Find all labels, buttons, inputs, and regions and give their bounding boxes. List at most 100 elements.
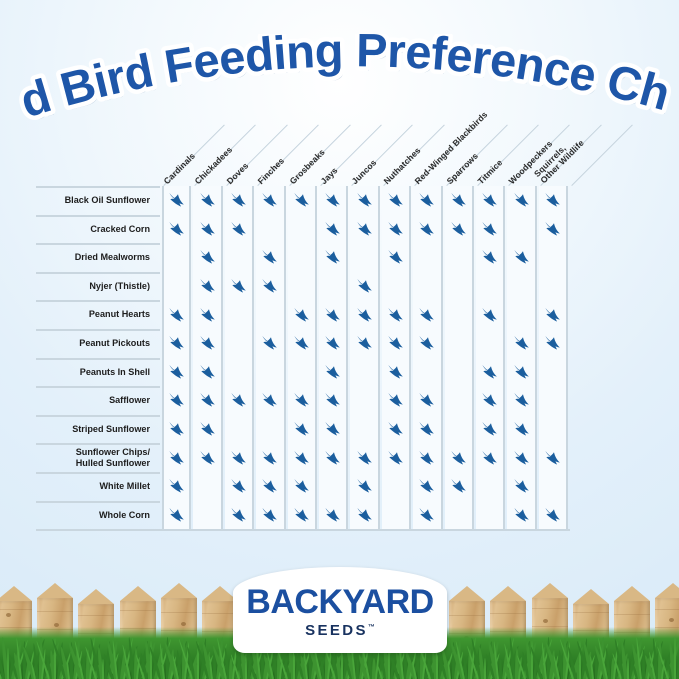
preference-cell[interactable] bbox=[413, 186, 443, 215]
preference-cell[interactable] bbox=[256, 214, 286, 244]
preference-cell[interactable] bbox=[224, 471, 255, 501]
preference-cell[interactable] bbox=[350, 271, 380, 301]
preference-cell[interactable] bbox=[381, 300, 412, 329]
preference-cell[interactable] bbox=[319, 243, 349, 272]
preference-cell[interactable] bbox=[350, 186, 380, 215]
preference-cell[interactable] bbox=[256, 243, 286, 272]
preference-cell[interactable] bbox=[319, 357, 349, 387]
preference-cell[interactable] bbox=[319, 300, 349, 329]
preference-cell[interactable] bbox=[162, 414, 192, 444]
preference-cell[interactable] bbox=[193, 414, 223, 444]
preference-cell[interactable] bbox=[224, 443, 255, 472]
preference-cell[interactable] bbox=[444, 300, 474, 329]
preference-cell[interactable] bbox=[287, 357, 317, 387]
preference-cell[interactable] bbox=[224, 214, 255, 244]
preference-cell[interactable] bbox=[350, 357, 380, 387]
preference-cell[interactable] bbox=[413, 443, 443, 472]
preference-cell[interactable] bbox=[507, 328, 537, 358]
preference-cell[interactable] bbox=[444, 357, 474, 387]
preference-cell[interactable] bbox=[476, 243, 506, 272]
preference-cell[interactable] bbox=[319, 386, 349, 415]
preference-cell[interactable] bbox=[476, 328, 506, 358]
preference-cell[interactable] bbox=[319, 500, 349, 530]
preference-cell[interactable] bbox=[162, 386, 192, 415]
preference-cell[interactable] bbox=[319, 471, 349, 501]
preference-cell[interactable] bbox=[162, 328, 192, 358]
preference-cell[interactable] bbox=[224, 243, 255, 272]
preference-cell[interactable] bbox=[538, 443, 569, 472]
preference-cell[interactable] bbox=[224, 500, 255, 530]
preference-cell[interactable] bbox=[381, 214, 412, 244]
preference-cell[interactable] bbox=[162, 471, 192, 501]
preference-cell[interactable] bbox=[162, 500, 192, 530]
preference-cell[interactable] bbox=[350, 300, 380, 329]
preference-cell[interactable] bbox=[350, 386, 380, 415]
preference-cell[interactable] bbox=[538, 500, 569, 530]
preference-cell[interactable] bbox=[287, 500, 317, 530]
preference-cell[interactable] bbox=[162, 357, 192, 387]
preference-cell[interactable] bbox=[444, 414, 474, 444]
preference-cell[interactable] bbox=[350, 443, 380, 472]
preference-cell[interactable] bbox=[413, 500, 443, 530]
preference-cell[interactable] bbox=[162, 214, 192, 244]
preference-cell[interactable] bbox=[287, 328, 317, 358]
preference-cell[interactable] bbox=[476, 500, 506, 530]
preference-cell[interactable] bbox=[224, 186, 255, 215]
preference-cell[interactable] bbox=[444, 471, 474, 501]
preference-cell[interactable] bbox=[193, 300, 223, 329]
preference-cell[interactable] bbox=[507, 471, 537, 501]
preference-cell[interactable] bbox=[413, 271, 443, 301]
preference-cell[interactable] bbox=[507, 443, 537, 472]
preference-cell[interactable] bbox=[256, 300, 286, 329]
preference-cell[interactable] bbox=[476, 386, 506, 415]
preference-cell[interactable] bbox=[256, 443, 286, 472]
preference-cell[interactable] bbox=[319, 186, 349, 215]
preference-cell[interactable] bbox=[507, 186, 537, 215]
preference-cell[interactable] bbox=[224, 386, 255, 415]
preference-cell[interactable] bbox=[319, 214, 349, 244]
preference-cell[interactable] bbox=[193, 500, 223, 530]
preference-cell[interactable] bbox=[193, 214, 223, 244]
preference-cell[interactable] bbox=[224, 414, 255, 444]
preference-cell[interactable] bbox=[256, 186, 286, 215]
preference-cell[interactable] bbox=[287, 414, 317, 444]
preference-cell[interactable] bbox=[193, 186, 223, 215]
preference-cell[interactable] bbox=[507, 386, 537, 415]
preference-cell[interactable] bbox=[319, 271, 349, 301]
preference-cell[interactable] bbox=[162, 271, 192, 301]
preference-cell[interactable] bbox=[476, 186, 506, 215]
preference-cell[interactable] bbox=[413, 357, 443, 387]
preference-cell[interactable] bbox=[507, 243, 537, 272]
preference-cell[interactable] bbox=[538, 300, 569, 329]
preference-cell[interactable] bbox=[444, 443, 474, 472]
preference-cell[interactable] bbox=[538, 328, 569, 358]
preference-cell[interactable] bbox=[256, 500, 286, 530]
preference-cell[interactable] bbox=[381, 386, 412, 415]
preference-cell[interactable] bbox=[256, 414, 286, 444]
preference-cell[interactable] bbox=[193, 357, 223, 387]
preference-cell[interactable] bbox=[476, 271, 506, 301]
preference-cell[interactable] bbox=[193, 243, 223, 272]
preference-cell[interactable] bbox=[381, 271, 412, 301]
preference-cell[interactable] bbox=[444, 214, 474, 244]
preference-cell[interactable] bbox=[319, 443, 349, 472]
preference-cell[interactable] bbox=[413, 214, 443, 244]
preference-cell[interactable] bbox=[381, 471, 412, 501]
preference-cell[interactable] bbox=[413, 414, 443, 444]
preference-cell[interactable] bbox=[507, 271, 537, 301]
preference-cell[interactable] bbox=[287, 386, 317, 415]
preference-cell[interactable] bbox=[224, 300, 255, 329]
preference-cell[interactable] bbox=[162, 300, 192, 329]
preference-cell[interactable] bbox=[381, 443, 412, 472]
preference-cell[interactable] bbox=[538, 386, 569, 415]
preference-cell[interactable] bbox=[350, 500, 380, 530]
preference-cell[interactable] bbox=[507, 414, 537, 444]
preference-cell[interactable] bbox=[224, 271, 255, 301]
preference-cell[interactable] bbox=[507, 300, 537, 329]
preference-cell[interactable] bbox=[413, 471, 443, 501]
preference-cell[interactable] bbox=[444, 243, 474, 272]
preference-cell[interactable] bbox=[319, 414, 349, 444]
preference-cell[interactable] bbox=[224, 357, 255, 387]
preference-cell[interactable] bbox=[350, 328, 380, 358]
preference-cell[interactable] bbox=[476, 443, 506, 472]
